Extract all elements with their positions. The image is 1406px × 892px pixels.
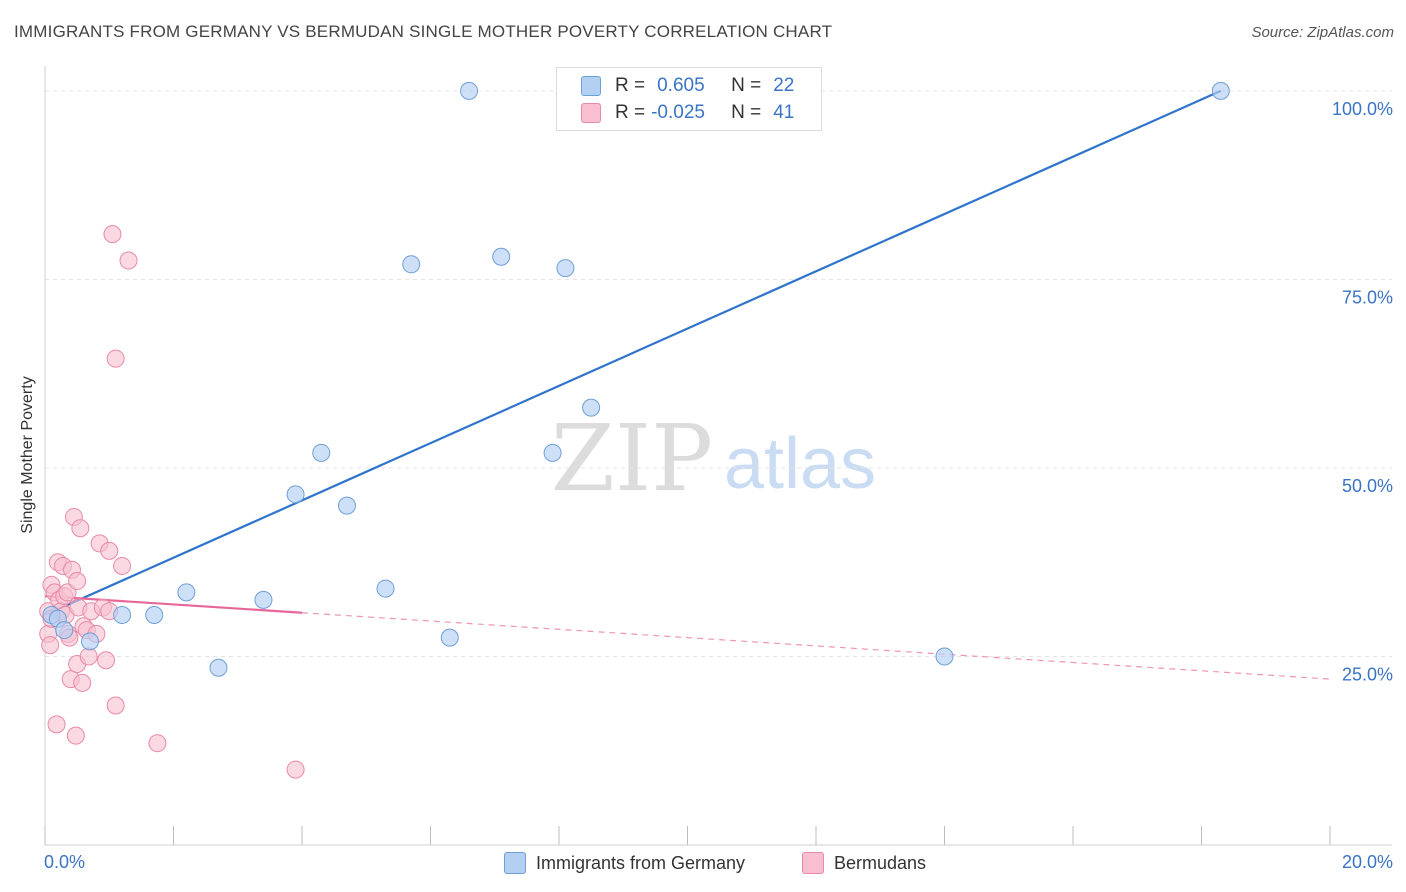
watermark: ZIP atlas [551, 405, 876, 512]
bermudans-point [41, 636, 60, 655]
bermudans-point [68, 572, 87, 591]
series-label-germany: Immigrants from Germany [536, 852, 746, 873]
germany-point [440, 628, 459, 647]
bermudans-point [100, 541, 119, 560]
germany-point [460, 81, 479, 100]
watermark-zip: ZIP [551, 405, 713, 512]
germany-point [312, 443, 331, 462]
bermudans-point [66, 726, 85, 745]
bermudans-point [71, 519, 90, 538]
bermudans-point [113, 556, 132, 575]
germany-point [492, 247, 511, 266]
axes [44, 66, 1392, 846]
y-tick-label: 100.0% [1332, 99, 1393, 119]
legend-r-label: R = [615, 75, 646, 96]
bermudans-point [148, 734, 167, 753]
bermudans-point [106, 696, 125, 715]
legend-n-value: 22 [773, 75, 795, 96]
germany-point [286, 485, 305, 504]
germany-trend-line [44, 89, 1222, 616]
x-tick-label-end: 20.0% [1342, 852, 1393, 872]
trend-lines [44, 89, 1331, 680]
watermark-atlas: atlas [724, 424, 876, 504]
legend-n-value: 41 [773, 102, 795, 123]
germany-point [582, 398, 601, 417]
germany-point [113, 605, 132, 624]
bermudans-point [286, 760, 305, 779]
series-legend-germany: Immigrants from Germany [504, 852, 745, 874]
series-legend-bermudans: Bermudans [802, 852, 926, 874]
bermudans-point [79, 647, 98, 666]
legend-r-label: R = [615, 102, 646, 123]
bermudans-point [103, 225, 122, 244]
germany-point [55, 621, 74, 640]
legend-n-label: N = [731, 102, 762, 123]
legend-swatch-bermudans [581, 103, 601, 123]
germany-point [402, 255, 421, 274]
legend-row-bermudans: R = -0.025 N = 41 [581, 101, 794, 125]
germany-point [935, 647, 954, 666]
y-tick-label: 50.0% [1342, 476, 1393, 496]
germany-point [254, 590, 273, 609]
legend-row-germany: R = 0.605 N = 22 [581, 74, 794, 98]
y-tick-label: 75.0% [1342, 287, 1393, 307]
series-label-bermudans: Bermudans [834, 852, 927, 873]
legend-r-value: 0.605 [657, 75, 705, 96]
gridlines [45, 90, 1392, 657]
y-tick-label: 25.0% [1342, 664, 1393, 684]
correlation-legend: R = 0.605 N = 22 R = -0.025 N = 41 [556, 67, 822, 131]
legend-n-label: N = [731, 75, 762, 96]
germany-point [376, 579, 395, 598]
series-legend: Immigrants from Germany Bermudans [0, 852, 1406, 878]
x-tick-label-start: 0.0% [44, 852, 85, 872]
germany-point [209, 658, 228, 677]
bermudans-trend-line [44, 595, 303, 614]
legend-swatch-germany [581, 76, 601, 96]
germany-point [145, 605, 164, 624]
germany-point [543, 443, 562, 462]
bermudans-point [97, 651, 116, 670]
chart-title: IMMIGRANTS FROM GERMANY VS BERMUDAN SING… [14, 22, 833, 41]
bermudans-point [106, 349, 125, 368]
bermudans-point [73, 673, 92, 692]
source-label: Source: ZipAtlas.com [1251, 24, 1394, 41]
series-swatch-bermudans [802, 852, 824, 874]
bermudans-trend-extension [301, 612, 1331, 680]
series-swatch-germany [504, 852, 526, 874]
bermudans-point [47, 715, 66, 734]
germany-point [337, 496, 356, 515]
germany-point [556, 259, 575, 278]
legend-r-value: -0.025 [651, 102, 705, 123]
data-points [39, 81, 1230, 779]
tick-labels: 25.0% 50.0% 75.0% 100.0% 0.0% 20.0% [44, 99, 1393, 872]
germany-point [1211, 81, 1230, 100]
germany-point [177, 583, 196, 602]
germany-point [80, 632, 99, 651]
bermudans-point [119, 251, 138, 270]
